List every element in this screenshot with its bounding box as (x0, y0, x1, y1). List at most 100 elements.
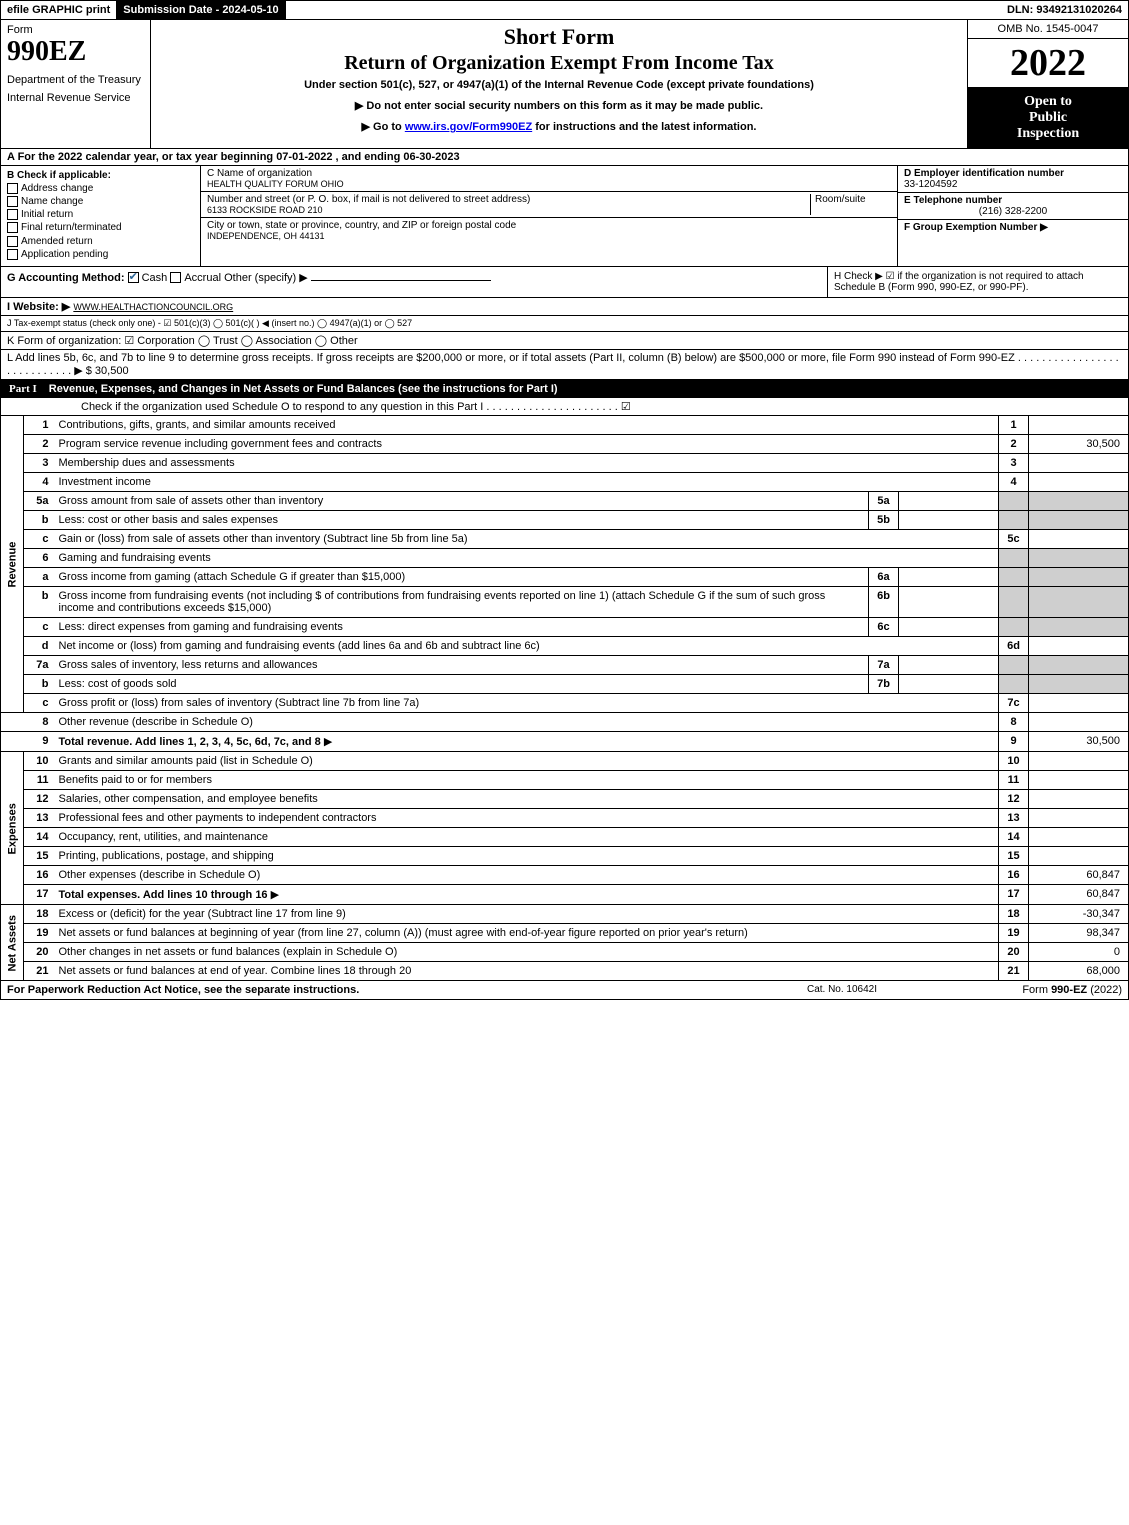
line-14: 14Occupancy, rent, utilities, and mainte… (1, 827, 1129, 846)
line-5b: bLess: cost or other basis and sales exp… (1, 510, 1129, 529)
form-label: Form (7, 24, 144, 36)
org-name-block: C Name of organization HEALTH QUALITY FO… (201, 166, 897, 192)
ein: 33-1204592 (904, 179, 957, 190)
part1-netassets-table: Net Assets18Excess or (deficit) for the … (0, 905, 1129, 981)
line-10: Expenses10Grants and similar amounts pai… (1, 752, 1129, 771)
line-3: 3Membership dues and assessments3 (1, 453, 1129, 472)
chk-accrual[interactable] (170, 272, 181, 283)
dln-label: DLN: 93492131020264 (1001, 1, 1128, 19)
goto-note: ▶ Go to www.irs.gov/Form990EZ for instru… (157, 120, 961, 133)
page-footer: For Paperwork Reduction Act Notice, see … (0, 981, 1129, 1000)
header-center: Short Form Return of Organization Exempt… (151, 20, 968, 148)
other-line (311, 280, 491, 281)
top-bar: efile GRAPHIC print Submission Date - 20… (0, 0, 1129, 20)
line-21: 21Net assets or fund balances at end of … (1, 961, 1129, 980)
efile-label: efile GRAPHIC print (1, 1, 117, 19)
accounting-label: G Accounting Method: (7, 272, 125, 284)
netassets-sidebar: Net Assets (1, 905, 24, 981)
city-label: City or town, state or province, country… (207, 220, 891, 231)
street: 6133 ROCKSIDE ROAD 210 (207, 205, 806, 215)
tax-year: 2022 (968, 39, 1128, 88)
goto-pre: ▶ Go to (362, 121, 405, 133)
line-2: 2Program service revenue including gover… (1, 434, 1129, 453)
inspection-badge: Open to Public Inspection (968, 88, 1128, 148)
room-label: Room/suite (811, 194, 891, 215)
line-6b: bGross income from fundraising events (n… (1, 586, 1129, 617)
line-8: 8Other revenue (describe in Schedule O)8 (1, 712, 1129, 731)
insp-3: Inspection (972, 126, 1124, 142)
footer-left: For Paperwork Reduction Act Notice, see … (7, 984, 742, 996)
line-5c: cGain or (loss) from sale of assets othe… (1, 529, 1129, 548)
line-1: Revenue1Contributions, gifts, grants, an… (1, 416, 1129, 435)
top-spacer (286, 1, 1001, 19)
line-7a: 7aGross sales of inventory, less returns… (1, 655, 1129, 674)
dept-label: Department of the Treasury (7, 74, 144, 86)
line-6c: cLess: direct expenses from gaming and f… (1, 617, 1129, 636)
chk-address-change[interactable]: Address change (7, 183, 194, 194)
website-value: WWW.HEALTHACTIONCOUNCIL.ORG (73, 302, 233, 312)
header-left: Form 990EZ Department of the Treasury In… (1, 20, 151, 148)
chk-app-pending[interactable]: Application pending (7, 249, 194, 260)
chk-final-return[interactable]: Final return/terminated (7, 222, 194, 233)
line-19: 19Net assets or fund balances at beginni… (1, 923, 1129, 942)
section-h: H Check ▶ ☑ if the organization is not r… (828, 267, 1128, 297)
phone-label: E Telephone number (904, 195, 1002, 206)
group-label: F Group Exemption Number ▶ (904, 222, 1048, 233)
part1-expenses-table: Expenses10Grants and similar amounts pai… (0, 752, 1129, 905)
phone: (216) 328-2200 (904, 206, 1122, 217)
street-label: Number and street (or P. O. box, if mail… (207, 194, 806, 205)
part1-header: Part I Revenue, Expenses, and Changes in… (0, 380, 1129, 398)
footer-right: Form 990-EZ (2022) (942, 984, 1122, 996)
line-6: 6Gaming and fundraising events (1, 548, 1129, 567)
section-g: G Accounting Method: Cash Accrual Other … (1, 267, 828, 297)
line-4: 4Investment income4 (1, 472, 1129, 491)
subtitle: Under section 501(c), 527, or 4947(a)(1)… (157, 79, 961, 91)
irs-label: Internal Revenue Service (7, 92, 144, 104)
section-l: L Add lines 5b, 6c, and 7b to line 9 to … (0, 350, 1129, 380)
goto-post: for instructions and the latest informat… (532, 121, 756, 133)
line-7b: bLess: cost of goods sold7b (1, 674, 1129, 693)
section-def: D Employer identification number 33-1204… (898, 166, 1128, 266)
insp-2: Public (972, 110, 1124, 126)
block-bcdef: B Check if applicable: Address change Na… (0, 166, 1129, 267)
group-block: F Group Exemption Number ▶ (898, 220, 1128, 235)
expenses-sidebar: Expenses (1, 752, 24, 905)
part1-label: Part I (9, 383, 49, 395)
chk-initial-return[interactable]: Initial return (7, 209, 194, 220)
org-name-label: C Name of organization (207, 168, 891, 179)
line-7c: cGross profit or (loss) from sales of in… (1, 693, 1129, 712)
revenue-sidebar: Revenue (1, 416, 24, 713)
form-header: Form 990EZ Department of the Treasury In… (0, 20, 1129, 149)
section-j: J Tax-exempt status (check only one) - ☑… (0, 316, 1129, 332)
part1-revenue-table: Revenue1Contributions, gifts, grants, an… (0, 416, 1129, 752)
section-a-text: A For the 2022 calendar year, or tax yea… (7, 151, 460, 163)
footer-mid: Cat. No. 10642I (742, 984, 942, 996)
line-11: 11Benefits paid to or for members11 (1, 770, 1129, 789)
city-block: City or town, state or province, country… (201, 218, 897, 243)
section-b: B Check if applicable: Address change Na… (1, 166, 201, 266)
line-18: Net Assets18Excess or (deficit) for the … (1, 905, 1129, 924)
line-12: 12Salaries, other compensation, and empl… (1, 789, 1129, 808)
website-label: I Website: ▶ (7, 301, 70, 313)
line-15: 15Printing, publications, postage, and s… (1, 846, 1129, 865)
irs-link[interactable]: www.irs.gov/Form990EZ (405, 121, 532, 133)
chk-name-change[interactable]: Name change (7, 196, 194, 207)
part1-checknote: Check if the organization used Schedule … (0, 398, 1129, 416)
short-form-title: Short Form (157, 24, 961, 50)
line-20: 20Other changes in net assets or fund ba… (1, 942, 1129, 961)
section-b-label: B Check if applicable: (7, 170, 194, 181)
header-right: OMB No. 1545-0047 2022 Open to Public In… (968, 20, 1128, 148)
part1-title: Revenue, Expenses, and Changes in Net As… (49, 383, 558, 395)
insp-1: Open to (972, 94, 1124, 110)
section-a: A For the 2022 calendar year, or tax yea… (0, 149, 1129, 166)
chk-amended-return[interactable]: Amended return (7, 236, 194, 247)
section-i: I Website: ▶ WWW.HEALTHACTIONCOUNCIL.ORG (0, 298, 1129, 316)
line-5a: 5aGross amount from sale of assets other… (1, 491, 1129, 510)
line-9: 9Total revenue. Add lines 1, 2, 3, 4, 5c… (1, 731, 1129, 751)
chk-cash[interactable] (128, 272, 139, 283)
ein-block: D Employer identification number 33-1204… (898, 166, 1128, 193)
line-17: 17Total expenses. Add lines 10 through 1… (1, 884, 1129, 904)
street-block: Number and street (or P. O. box, if mail… (201, 192, 897, 218)
submission-date: Submission Date - 2024-05-10 (117, 1, 285, 19)
line-13: 13Professional fees and other payments t… (1, 808, 1129, 827)
